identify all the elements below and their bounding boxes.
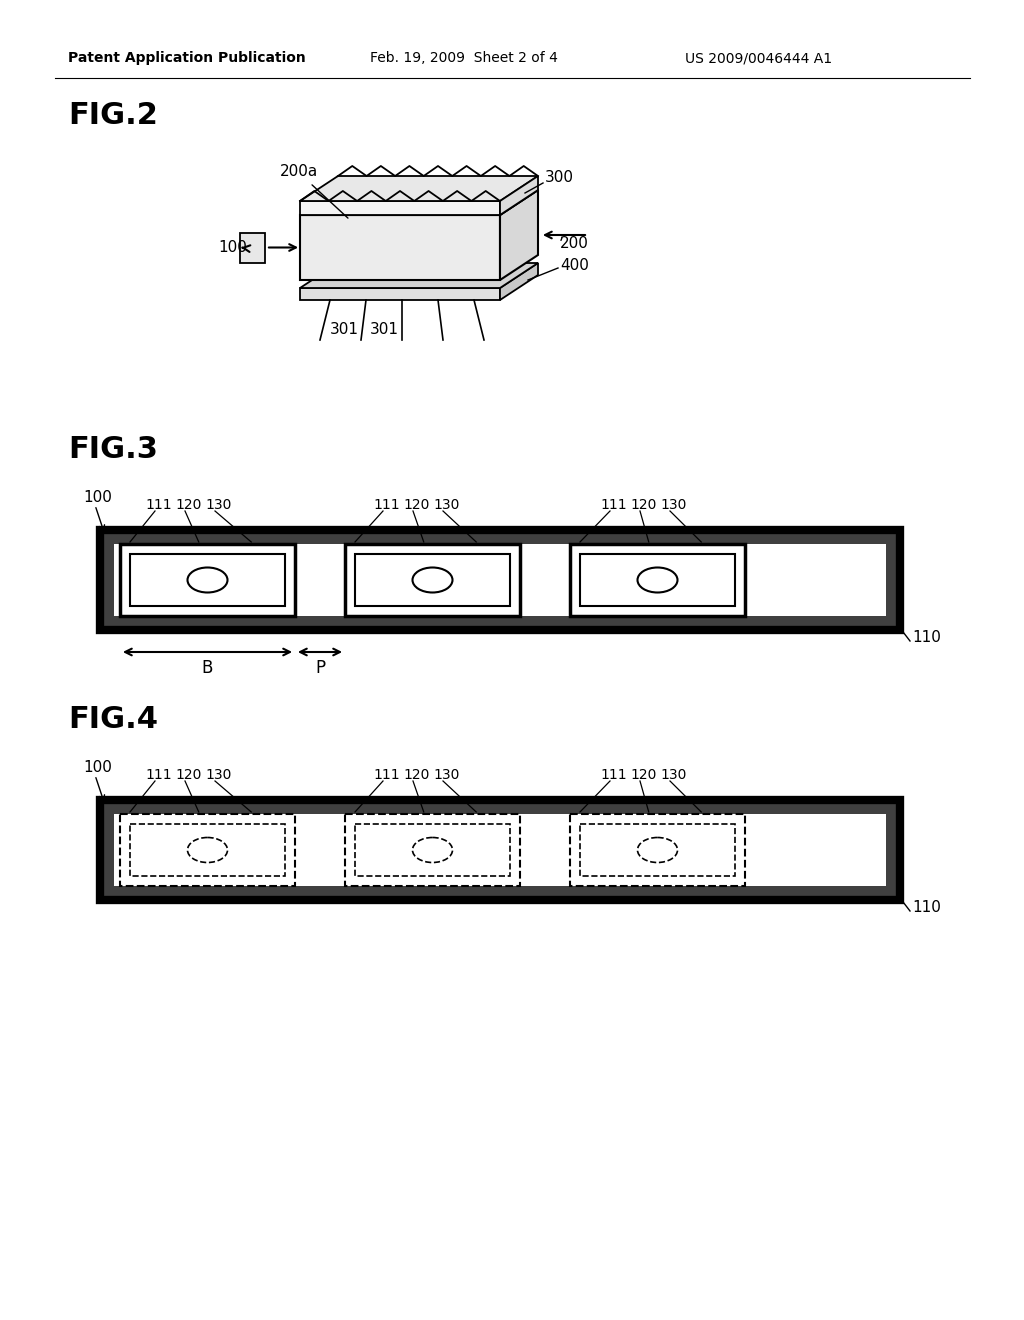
Polygon shape [300,176,538,201]
Text: 130: 130 [660,768,686,781]
Polygon shape [500,190,538,280]
Text: 130: 130 [205,498,231,512]
Polygon shape [500,263,538,300]
Text: 120: 120 [630,498,656,512]
Text: 111: 111 [373,768,399,781]
Text: US 2009/0046444 A1: US 2009/0046444 A1 [685,51,833,65]
Text: B: B [202,659,213,677]
Bar [130,824,285,876]
Text: 200: 200 [560,235,589,251]
Text: 100: 100 [83,760,112,776]
Text: 130: 130 [660,498,686,512]
Text: 130: 130 [433,768,460,781]
Bar [345,814,520,886]
Bar [114,814,886,886]
Text: Patent Application Publication: Patent Application Publication [68,51,306,65]
Text: 111: 111 [145,498,172,512]
Text: FIG.3: FIG.3 [68,436,158,465]
Bar [355,554,510,606]
Text: 110: 110 [912,631,941,645]
Text: 130: 130 [205,768,231,781]
Text: 120: 120 [175,768,202,781]
Text: 120: 120 [403,498,429,512]
Text: 120: 120 [175,498,202,512]
Bar [580,554,735,606]
Text: 111: 111 [145,768,172,781]
Text: 300: 300 [545,170,574,186]
Bar [120,814,295,886]
Bar [120,544,295,616]
Polygon shape [300,263,538,288]
Text: 111: 111 [373,498,399,512]
Text: 301: 301 [370,322,399,338]
Polygon shape [300,288,500,300]
Polygon shape [300,190,538,215]
Text: FIG.2: FIG.2 [68,100,158,129]
Polygon shape [240,232,265,263]
Polygon shape [500,176,538,215]
Text: Feb. 19, 2009  Sheet 2 of 4: Feb. 19, 2009 Sheet 2 of 4 [370,51,558,65]
Text: 400: 400 [560,257,589,272]
Polygon shape [300,201,500,215]
Text: 130: 130 [433,498,460,512]
Bar [570,814,745,886]
Text: 200a: 200a [280,165,318,180]
Text: 100: 100 [218,240,247,256]
Text: 120: 120 [403,768,429,781]
Text: P: P [315,659,325,677]
Text: 110: 110 [912,900,941,916]
Text: 111: 111 [600,498,627,512]
Text: 301: 301 [330,322,359,338]
Bar [130,554,285,606]
Bar [114,544,886,616]
Text: FIG.4: FIG.4 [68,705,158,734]
Bar [355,824,510,876]
Text: 100: 100 [83,491,112,506]
Text: 111: 111 [600,768,627,781]
Bar [345,544,520,616]
Polygon shape [300,215,500,280]
Bar [100,531,900,630]
Bar [580,824,735,876]
Text: 120: 120 [630,768,656,781]
Bar [100,800,900,900]
Bar [570,544,745,616]
